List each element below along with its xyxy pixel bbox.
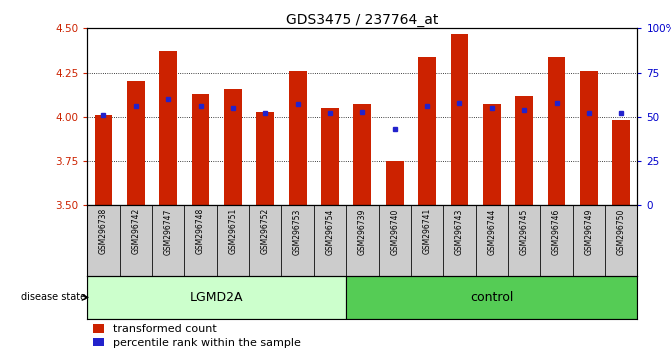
FancyBboxPatch shape [185, 205, 217, 276]
Text: GSM296747: GSM296747 [164, 208, 172, 255]
FancyBboxPatch shape [119, 205, 152, 276]
FancyBboxPatch shape [87, 205, 119, 276]
Text: GSM296743: GSM296743 [455, 208, 464, 255]
Text: GSM296741: GSM296741 [423, 208, 431, 255]
FancyBboxPatch shape [444, 205, 476, 276]
FancyBboxPatch shape [346, 205, 378, 276]
Bar [548, 57, 566, 205]
Bar [450, 34, 468, 205]
FancyBboxPatch shape [152, 205, 185, 276]
Text: GSM296738: GSM296738 [99, 208, 108, 255]
Text: GSM296750: GSM296750 [617, 208, 626, 255]
FancyBboxPatch shape [346, 276, 637, 319]
FancyBboxPatch shape [87, 276, 346, 319]
FancyBboxPatch shape [281, 205, 314, 276]
FancyBboxPatch shape [249, 205, 281, 276]
Bar [256, 112, 274, 205]
Text: GSM296744: GSM296744 [487, 208, 497, 255]
Text: GSM296748: GSM296748 [196, 208, 205, 255]
Text: disease state: disease state [21, 292, 87, 302]
Bar [354, 104, 371, 205]
Text: control: control [470, 291, 513, 304]
Text: GSM296745: GSM296745 [519, 208, 529, 255]
Bar [580, 71, 598, 205]
FancyBboxPatch shape [573, 205, 605, 276]
Bar [483, 104, 501, 205]
Bar [289, 71, 307, 205]
FancyBboxPatch shape [476, 205, 508, 276]
Bar [95, 115, 112, 205]
Legend: transformed count, percentile rank within the sample: transformed count, percentile rank withi… [93, 324, 301, 348]
Text: GSM296742: GSM296742 [132, 208, 140, 255]
FancyBboxPatch shape [217, 205, 249, 276]
FancyBboxPatch shape [411, 205, 444, 276]
Text: LGMD2A: LGMD2A [190, 291, 244, 304]
Text: GSM296746: GSM296746 [552, 208, 561, 255]
Bar [613, 120, 630, 205]
FancyBboxPatch shape [540, 205, 573, 276]
FancyBboxPatch shape [605, 205, 637, 276]
Bar [418, 57, 436, 205]
Text: GSM296751: GSM296751 [228, 208, 238, 255]
Title: GDS3475 / 237764_at: GDS3475 / 237764_at [286, 13, 439, 27]
Text: GSM296739: GSM296739 [358, 208, 367, 255]
FancyBboxPatch shape [508, 205, 540, 276]
Bar [224, 88, 242, 205]
Bar [159, 51, 177, 205]
Text: GSM296749: GSM296749 [584, 208, 593, 255]
Text: GSM296753: GSM296753 [293, 208, 302, 255]
Text: GSM296752: GSM296752 [261, 208, 270, 255]
Bar [515, 96, 533, 205]
Bar [321, 108, 339, 205]
FancyBboxPatch shape [314, 205, 346, 276]
Bar [127, 81, 145, 205]
FancyBboxPatch shape [378, 205, 411, 276]
Text: GSM296740: GSM296740 [391, 208, 399, 255]
Text: GSM296754: GSM296754 [325, 208, 334, 255]
Bar [386, 161, 403, 205]
Bar [192, 94, 209, 205]
